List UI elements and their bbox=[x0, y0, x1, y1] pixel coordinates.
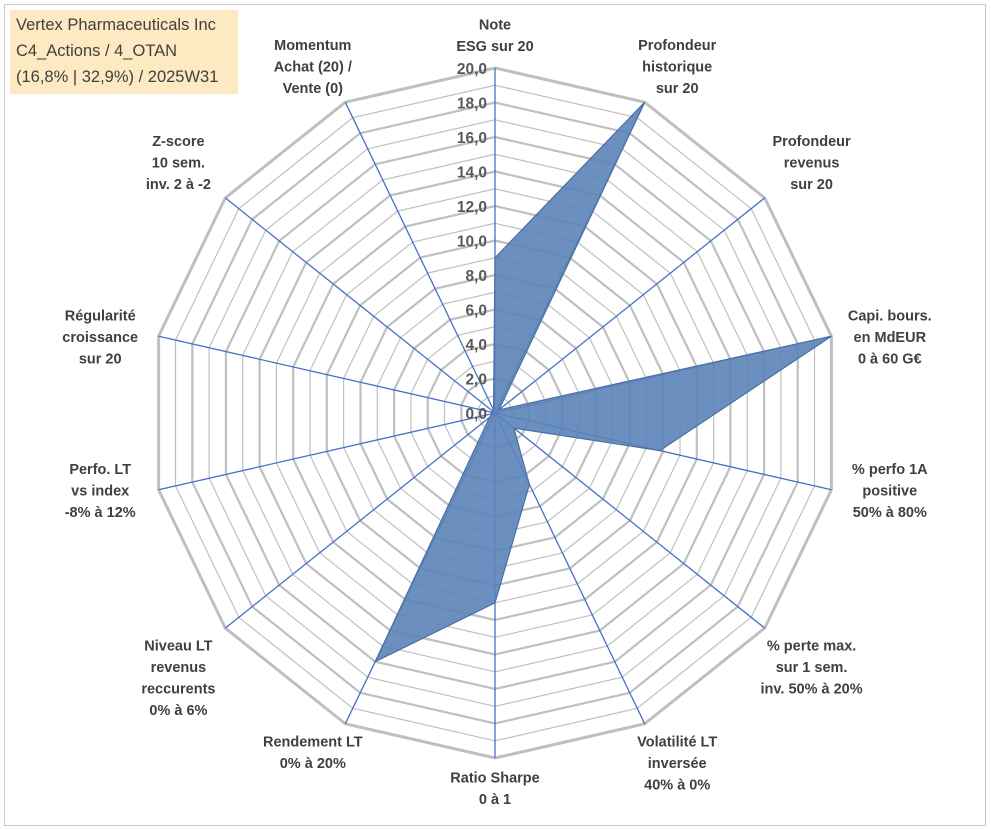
tick-label: 0,0 bbox=[465, 406, 487, 423]
tick-label: 2,0 bbox=[465, 372, 487, 389]
axis-label-line: revenus bbox=[784, 155, 840, 171]
tick-label: 18,0 bbox=[457, 96, 487, 113]
axis-label: Note ESG sur 20 bbox=[456, 18, 533, 56]
axis-label-line: Niveau LT bbox=[144, 639, 212, 655]
axis-label-line: sur 20 bbox=[79, 352, 122, 368]
tick-label: 16,0 bbox=[457, 130, 487, 147]
tick-label: 8,0 bbox=[465, 268, 487, 285]
axis-label: % perte max. sur 1 sem. inv. 50% à 20% bbox=[761, 639, 863, 698]
axis-label-line: revenus bbox=[151, 660, 207, 676]
radar-axis-labels: Note ESG sur 20 Profondeur historique sur 20… bbox=[62, 18, 931, 809]
chart-title-stats: (16,8% | 32,9%) / 2025W31 bbox=[16, 68, 219, 86]
axis-label: % perfo 1A positive 50% à 80% bbox=[852, 462, 928, 521]
radar-series bbox=[373, 101, 832, 663]
axis-label-line: positive bbox=[862, 484, 917, 500]
tick-label: 20,0 bbox=[457, 61, 487, 78]
axis-label-line: inversée bbox=[648, 756, 707, 772]
tick-label: 14,0 bbox=[457, 165, 487, 182]
radar-spoke bbox=[158, 412, 496, 491]
axis-label-line: historique bbox=[642, 60, 712, 76]
radar-spoke bbox=[494, 197, 766, 414]
series-area bbox=[373, 101, 832, 663]
axis-label-line: inv. 2 à -2 bbox=[146, 177, 211, 193]
axis-label-line: Capi. bours. bbox=[848, 309, 932, 325]
axis-label-line: Régularité bbox=[65, 309, 136, 325]
tick-label: 6,0 bbox=[465, 303, 487, 320]
radar-tick-labels: 0,0 2,0 4,0 6,0 8,0 10,0 12,0 14,0 16,0 18,0 20,0 bbox=[457, 61, 487, 423]
axis-label: Momentum Achat (20) / Vente (0) bbox=[274, 38, 352, 97]
axis-label-line: sur 20 bbox=[656, 81, 699, 97]
tick-label: 4,0 bbox=[465, 337, 487, 354]
axis-label-line: Momentum bbox=[274, 38, 351, 54]
axis-label: Rendement LT 0% à 20% bbox=[263, 734, 363, 772]
axis-label: Volatilité LT inversée 40% à 0% bbox=[637, 734, 717, 793]
axis-label-line: Z-score bbox=[152, 134, 204, 150]
axis-label-line: 0 à 60 G€ bbox=[858, 352, 922, 368]
axis-label: Capi. bours. en MdEUR 0 à 60 G€ bbox=[848, 309, 932, 368]
axis-label-line: sur 1 sem. bbox=[776, 660, 848, 676]
axis-label-line: Rendement LT bbox=[263, 734, 363, 750]
axis-label-line: sur 20 bbox=[790, 177, 833, 193]
axis-label-line: % perte max. bbox=[767, 639, 856, 655]
axis-label-line: 0% à 20% bbox=[280, 756, 346, 772]
tick-label: 10,0 bbox=[457, 234, 487, 251]
axis-label-line: vs index bbox=[71, 484, 129, 500]
axis-label: Niveau LT revenus reccurents 0% à 6% bbox=[141, 639, 215, 720]
axis-label-line: 0 à 1 bbox=[479, 792, 511, 808]
radar-spoke bbox=[224, 412, 496, 629]
axis-label-line: Volatilité LT bbox=[637, 734, 717, 750]
axis-label-line: Achat (20) / bbox=[274, 60, 352, 76]
radar-spoke bbox=[158, 335, 496, 414]
axis-label: Régularité croissance sur 20 bbox=[62, 309, 138, 368]
axis-label: Profondeur revenus sur 20 bbox=[773, 134, 851, 193]
axis-label: Profondeur historique sur 20 bbox=[638, 38, 716, 97]
axis-label-line: 50% à 80% bbox=[853, 505, 927, 521]
axis-label-line: Ratio Sharpe bbox=[450, 771, 539, 787]
axis-label-line: Profondeur bbox=[773, 134, 851, 150]
axis-label-line: % perfo 1A bbox=[852, 462, 928, 478]
axis-label-line: 0% à 6% bbox=[149, 703, 207, 719]
axis-label-line: inv. 50% à 20% bbox=[761, 682, 863, 698]
axis-label-line: Note bbox=[479, 18, 511, 34]
radar-spoke bbox=[344, 101, 496, 414]
axis-label: Ratio Sharpe 0 à 1 bbox=[450, 771, 539, 809]
axis-label-line: reccurents bbox=[141, 682, 215, 698]
axis-label-line: ESG sur 20 bbox=[456, 39, 533, 55]
radar-spoke bbox=[224, 197, 496, 414]
axis-label-line: Profondeur bbox=[638, 38, 716, 54]
chart-title-box: Vertex Pharmaceuticals Inc C4_Actions / … bbox=[10, 10, 238, 94]
axis-label: Perfo. LT vs index -8% à 12% bbox=[65, 462, 136, 521]
axis-label-line: -8% à 12% bbox=[65, 505, 136, 521]
chart-title-company: Vertex Pharmaceuticals Inc bbox=[16, 16, 216, 34]
axis-label: Z-score 10 sem. inv. 2 à -2 bbox=[146, 134, 211, 193]
axis-label-line: en MdEUR bbox=[854, 330, 927, 346]
tick-label: 12,0 bbox=[457, 199, 487, 216]
axis-label-line: 10 sem. bbox=[152, 155, 205, 171]
axis-label-line: Perfo. LT bbox=[69, 462, 131, 478]
chart-title-category: C4_Actions / 4_OTAN bbox=[16, 42, 178, 60]
radar-spoke bbox=[494, 412, 766, 629]
axis-label-line: Vente (0) bbox=[283, 81, 344, 97]
axis-label-line: croissance bbox=[62, 330, 138, 346]
axis-label-line: 40% à 0% bbox=[644, 777, 710, 793]
